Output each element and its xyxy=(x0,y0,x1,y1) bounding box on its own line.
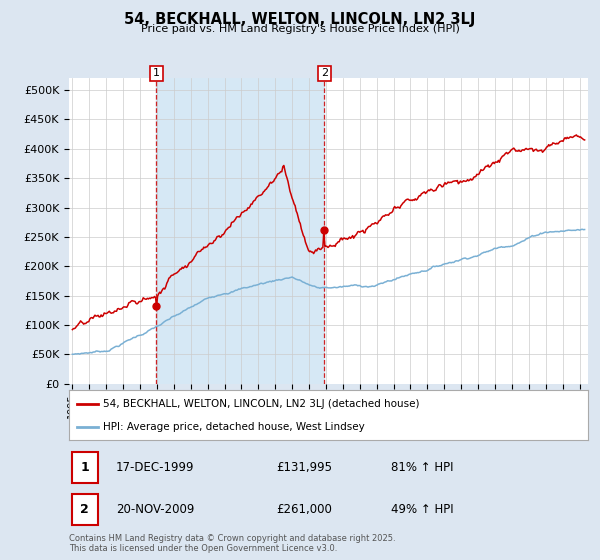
Text: 2: 2 xyxy=(321,68,328,78)
Text: 20-NOV-2009: 20-NOV-2009 xyxy=(116,503,194,516)
Text: 1: 1 xyxy=(80,461,89,474)
Text: 54, BECKHALL, WELTON, LINCOLN, LN2 3LJ: 54, BECKHALL, WELTON, LINCOLN, LN2 3LJ xyxy=(124,12,476,27)
Text: £131,995: £131,995 xyxy=(277,461,332,474)
Text: Contains HM Land Registry data © Crown copyright and database right 2025.
This d: Contains HM Land Registry data © Crown c… xyxy=(69,534,395,553)
Text: 2: 2 xyxy=(80,503,89,516)
Text: 49% ↑ HPI: 49% ↑ HPI xyxy=(391,503,454,516)
Text: HPI: Average price, detached house, West Lindsey: HPI: Average price, detached house, West… xyxy=(103,422,364,432)
Bar xyxy=(156,78,324,384)
Text: 1: 1 xyxy=(153,68,160,78)
Text: 81% ↑ HPI: 81% ↑ HPI xyxy=(391,461,453,474)
Text: Price paid vs. HM Land Registry's House Price Index (HPI): Price paid vs. HM Land Registry's House … xyxy=(140,24,460,34)
Text: 17-DEC-1999: 17-DEC-1999 xyxy=(116,461,194,474)
Text: £261,000: £261,000 xyxy=(277,503,332,516)
FancyBboxPatch shape xyxy=(71,452,98,483)
Text: 54, BECKHALL, WELTON, LINCOLN, LN2 3LJ (detached house): 54, BECKHALL, WELTON, LINCOLN, LN2 3LJ (… xyxy=(103,399,419,409)
FancyBboxPatch shape xyxy=(71,494,98,525)
